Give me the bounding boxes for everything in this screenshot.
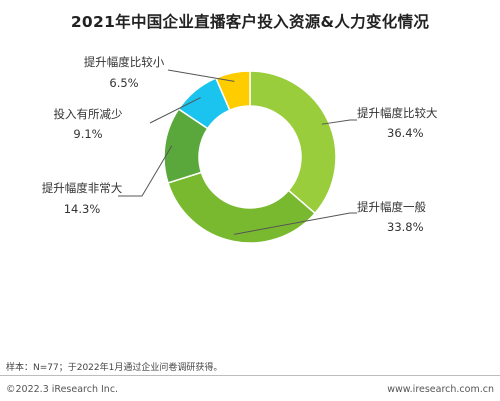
slice-category-label: 提升幅度比较小 <box>84 55 165 69</box>
sample-note: 样本：N=77；于2022年1月通过企业问卷调研获得。 <box>6 363 223 373</box>
slice-value-label: 36.4% <box>387 126 424 140</box>
footer-divider <box>0 375 500 376</box>
donut-chart: 提升幅度比较大 36.4% 提升幅度一般 33.8% 提升幅度非常大 14.3% 投入有所减… <box>42 55 438 244</box>
chart-title: 2021年中国企业直播客户投入资源&人力变化情况 <box>70 13 430 31</box>
slice-value-label: 14.3% <box>64 202 101 216</box>
slice-value-label: 9.1% <box>73 127 102 141</box>
leader-line <box>167 69 235 82</box>
slice-value-label: 33.8% <box>387 220 424 234</box>
leader-line <box>321 119 357 125</box>
slice-category-label: 提升幅度一般 <box>357 200 426 214</box>
leader-line <box>149 97 201 124</box>
slice-category-label: 提升幅度非常大 <box>42 181 123 195</box>
donut-slice <box>249 70 337 215</box>
slice-category-label: 提升幅度比较大 <box>357 106 438 120</box>
donut-slice <box>167 171 317 244</box>
slice-value-label: 6.5% <box>109 76 138 90</box>
copyright: ©2022.3 iResearch Inc. <box>6 384 119 395</box>
leader-line <box>118 145 173 197</box>
leader-line <box>233 212 357 235</box>
slices-group <box>163 70 337 244</box>
donut-slice <box>214 70 251 112</box>
labels-group: 提升幅度比较大 36.4% 提升幅度一般 33.8% 提升幅度非常大 14.3% 投入有所减… <box>42 55 438 234</box>
slice-category-label: 投入有所减少 <box>54 107 123 121</box>
website-link[interactable]: www.iresearch.com.cn <box>387 384 494 395</box>
leader-lines-group <box>118 69 357 235</box>
